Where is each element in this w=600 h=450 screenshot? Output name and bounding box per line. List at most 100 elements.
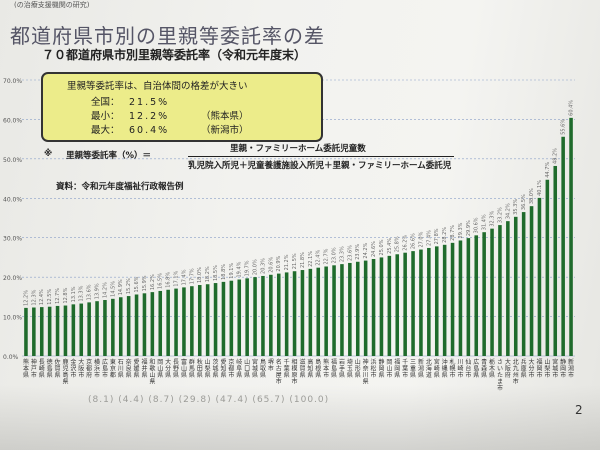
bar	[553, 165, 558, 356]
x-tick-label: 長野県	[173, 359, 179, 379]
data-label: 48.2%	[553, 148, 559, 164]
bar	[261, 275, 265, 356]
data-label: 23.9%	[355, 244, 361, 260]
data-label: 26.2%	[403, 235, 409, 251]
bar	[87, 302, 91, 356]
fraction-line	[188, 156, 454, 157]
bar	[245, 278, 249, 356]
data-label: 26.6%	[411, 233, 417, 249]
x-tick-label: 東京都	[110, 358, 116, 379]
bar	[419, 249, 423, 356]
x-tick-label: 仙台市	[465, 358, 471, 379]
x-tick-label: 長崎県	[39, 359, 45, 379]
bar	[292, 271, 297, 356]
data-label: 44.7%	[545, 162, 551, 178]
data-label: 25.0%	[379, 239, 385, 255]
x-tick-label: 群馬県	[189, 358, 195, 379]
x-tick-label: 札幌市	[450, 358, 456, 379]
data-label: 13.3%	[79, 285, 85, 301]
data-label: 32.3%	[490, 211, 496, 227]
bar	[403, 252, 407, 356]
y-tick-label: 60.0%	[3, 117, 22, 124]
x-tick-label: 福井県	[141, 358, 147, 379]
x-tick-label: 兵庫県	[521, 358, 527, 379]
x-tick-label: 福岡市	[536, 358, 542, 379]
bar	[221, 281, 226, 356]
bar	[300, 270, 305, 356]
bar	[561, 136, 565, 356]
data-label: 25.8%	[395, 236, 401, 252]
formula-lhs: 里親等委託率（%）＝	[66, 151, 152, 161]
bar	[348, 262, 352, 356]
data-label: 15.2%	[126, 278, 132, 294]
data-label: 15.6%	[134, 276, 140, 292]
x-tick-label: 熊本県	[23, 358, 29, 379]
x-tick-label: 静岡県	[378, 358, 384, 379]
bar	[340, 264, 344, 356]
data-label: 31.4%	[482, 214, 488, 230]
data-label: 25.4%	[387, 238, 393, 254]
data-label: 23.0%	[332, 247, 338, 263]
bar	[316, 267, 321, 356]
bar	[513, 216, 518, 356]
data-label: 16.2%	[150, 274, 156, 290]
x-tick-label: 石川県	[118, 359, 124, 379]
data-label: 27.0%	[418, 231, 424, 247]
bar	[111, 298, 115, 356]
bar	[118, 297, 123, 356]
data-label: 60.4%	[569, 100, 575, 116]
callout-value: 12.2%	[129, 111, 170, 122]
data-label: 22.4%	[316, 250, 322, 266]
x-tick-label: 京都府	[86, 358, 92, 379]
x-tick-label: 北九州市	[513, 358, 519, 386]
x-tick-label: 新潟市	[568, 358, 574, 379]
x-tick-label: 川崎市	[457, 359, 463, 379]
x-tick-label: 富山県	[181, 358, 187, 379]
bar	[506, 221, 510, 356]
y-tick-label: 70.0%	[3, 78, 22, 85]
data-label: 15.9%	[142, 275, 148, 291]
data-label: 12.7%	[55, 288, 61, 304]
data-label: 14.2%	[102, 282, 108, 298]
bar	[498, 225, 502, 356]
data-label: 29.9%	[466, 220, 472, 236]
bar	[71, 304, 76, 356]
data-label: 24.6%	[371, 241, 377, 257]
bar	[545, 179, 550, 356]
bar	[276, 273, 281, 356]
bar	[324, 266, 328, 356]
x-tick-label: 大阪市	[78, 358, 84, 379]
x-tick-label: 高知県	[307, 358, 313, 379]
bar	[450, 242, 455, 356]
bar	[442, 244, 447, 356]
callout-note: （新潟市）	[201, 125, 249, 136]
x-tick-label: 青森県	[481, 358, 487, 379]
x-tick-label: 大阪府	[505, 358, 511, 379]
data-label: 40.1%	[537, 180, 543, 196]
data-label: 12.4%	[39, 289, 45, 305]
bar	[474, 235, 479, 356]
data-label: 13.9%	[95, 283, 101, 299]
x-tick-label: 岐阜県	[236, 358, 242, 379]
x-tick-label: 岩手県	[339, 358, 345, 379]
data-label: 17.7%	[189, 268, 195, 284]
bar	[387, 255, 392, 356]
x-tick-label: 岡山県	[157, 359, 163, 379]
bar	[529, 206, 534, 356]
x-tick-label: 宮城県	[252, 358, 258, 379]
x-tick-label: 栃木県	[489, 358, 495, 379]
bar	[379, 257, 384, 356]
x-tick-label: 島根県	[315, 358, 321, 379]
data-label: 12.3%	[31, 289, 37, 305]
bar	[142, 293, 147, 356]
data-label: 12.8%	[63, 287, 69, 303]
bar	[482, 232, 486, 356]
bar	[47, 306, 52, 356]
bar	[32, 307, 36, 356]
callout-label: 最大：	[91, 125, 120, 136]
x-tick-label: 埼玉県	[347, 358, 353, 379]
x-tick-label: 山口県	[244, 358, 250, 379]
x-tick-label: さいたま市	[497, 359, 503, 392]
x-tick-label: 新潟県	[418, 358, 424, 379]
